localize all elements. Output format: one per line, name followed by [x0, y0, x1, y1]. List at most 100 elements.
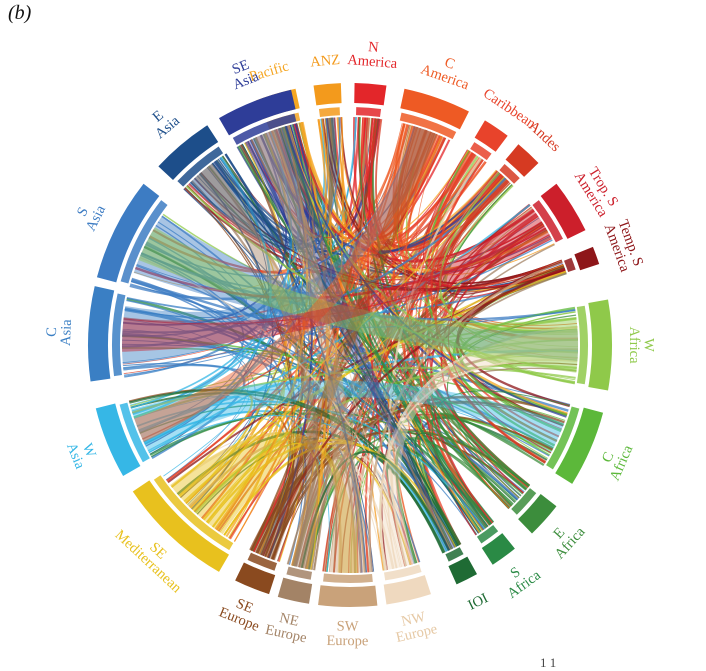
region-arc-andes: [505, 144, 539, 177]
chord-ribbon: [300, 450, 451, 569]
region-label-anz: ANZ: [310, 52, 341, 71]
region-label-w-africa: WAfrica: [626, 326, 657, 364]
chord-ribbon: [395, 127, 481, 246]
region-inner-arc-nw-europe: [383, 564, 422, 581]
chord-ribbon: [183, 188, 479, 534]
region-arc-se-mediterranean: [132, 480, 229, 572]
chord-ribbon: [194, 124, 410, 251]
region-label-sw-europe: SW Europe: [326, 618, 368, 649]
chord-ribbon: [139, 256, 414, 565]
chord-ribbon: [148, 237, 421, 563]
chord-ribbon: [250, 118, 379, 551]
region-inner-arc-caribbean: [470, 142, 492, 161]
chord-ribbon: [247, 118, 375, 238]
region-arc-e-africa: [518, 493, 557, 534]
chord-ribbon: [225, 126, 309, 538]
chord-ribbon: [124, 308, 576, 328]
region-arc-se-europe: [235, 562, 276, 595]
region-inner-arc-se-asia: [232, 113, 297, 145]
chord-ribbon: [222, 155, 564, 290]
region-inner-arc-s-africa: [476, 524, 499, 544]
chord-ribbon: [431, 390, 570, 532]
chord-bundle: [254, 128, 367, 574]
chord-ribbon: [320, 118, 486, 244]
chord-bundle: [121, 126, 438, 365]
region-arc-c-africa: [555, 407, 604, 484]
region-arc-e-asia: [158, 125, 219, 180]
region-inner-arc-w-africa: [576, 305, 588, 385]
chord-ribbon: [268, 128, 313, 559]
chord-ribbon: [285, 125, 567, 418]
region-inner-arc-trop-s-america: [532, 200, 563, 243]
chord-ribbon: [415, 152, 493, 524]
chord-ribbon: [294, 123, 535, 263]
region-inner-arc-ioi: [445, 547, 464, 562]
chord-ribbon: [459, 338, 578, 426]
region-inner-arc-c-asia: [112, 293, 126, 377]
chord-ribbon: [284, 126, 489, 528]
chord-ribbon: [140, 252, 576, 321]
chord-ribbon: [148, 133, 291, 454]
chord-ribbon: [200, 172, 563, 290]
chord-ribbon: [388, 157, 482, 567]
region-label-ne-europe: NEEurope: [264, 608, 311, 647]
chord-ribbon: [372, 118, 531, 487]
region-arc-w-asia: [95, 403, 141, 476]
region-label-c-america: CAmerica: [419, 48, 477, 94]
chord-ribbon: [367, 118, 446, 238]
chord-bundle: [134, 124, 446, 443]
region-label-c-africa: CAfrica: [594, 437, 637, 484]
chord-bundle: [254, 126, 438, 561]
region-inner-arc-w-asia: [119, 402, 150, 463]
chord-ribbon: [404, 132, 510, 509]
chord-bundle: [244, 125, 456, 551]
chord-bundle: [189, 117, 337, 251]
chord-bundle: [138, 227, 578, 373]
chord-ribbon: [325, 176, 504, 572]
region-inner-arc-anz: [318, 107, 340, 117]
chord-bundle: [121, 210, 552, 352]
chord-ribbon: [121, 343, 571, 405]
region-outer-arcs: [87, 83, 613, 608]
region-arc-ne-europe: [277, 577, 313, 604]
chord-ribbon: [255, 395, 568, 554]
chord-ribbon: [358, 117, 527, 491]
chord-ribbon: [250, 119, 328, 239]
chord-ribbon: [254, 137, 461, 546]
region-arc-caribbean: [474, 120, 508, 152]
chord-ribbon: [199, 172, 527, 491]
region-label-w-asia: WAsia: [63, 435, 101, 472]
region-label-andes: Andes: [525, 118, 563, 155]
chord-ribbon: [225, 153, 368, 573]
region-label-e-asia: EAsia: [143, 101, 183, 142]
region-label-se-asia: SEAsia: [225, 55, 261, 93]
region-arc-temp-s-america: [574, 246, 600, 271]
chord-ribbon: [237, 145, 511, 510]
chord-ribbon: [130, 392, 445, 554]
chord-ribbon: [211, 140, 292, 250]
chord-ribbon: [147, 204, 531, 452]
chord-ribbon: [413, 429, 527, 550]
chord-ribbon: [368, 260, 563, 573]
chord-ribbon: [122, 117, 341, 337]
chord-ribbon: [223, 442, 457, 548]
region-label-nw-europe: NWEurope: [391, 607, 439, 646]
chord-ribbon: [148, 414, 449, 552]
region-label-s-asia: SAsia: [70, 196, 109, 234]
region-label-trop-s-america: Trop. SAmerica: [571, 161, 624, 220]
region-inner-arc-s-asia: [120, 200, 168, 284]
region-arc-c-america: [400, 88, 469, 130]
region-inner-arc-se-europe: [247, 552, 278, 571]
chord-ribbon: [130, 131, 293, 409]
chord-ribbon: [328, 171, 499, 573]
chord-ribbon: [241, 143, 456, 548]
region-arc-n-america: [354, 83, 387, 106]
region-inner-arc-e-asia: [177, 146, 224, 187]
region-label-c-asia: CAsia: [43, 318, 75, 346]
region-arc-ioi: [448, 556, 478, 585]
chord-bundle: [133, 215, 578, 361]
region-inner-arc-e-africa: [511, 488, 537, 515]
region-arc-w-africa: [588, 299, 613, 391]
region-inner-arcs: [112, 107, 588, 583]
region-inner-arc-sw-europe: [323, 573, 373, 583]
